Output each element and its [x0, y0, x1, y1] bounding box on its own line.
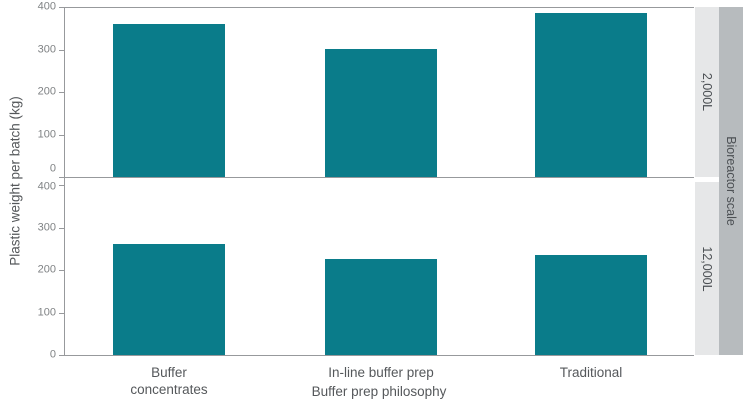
y-tick-label: 300 — [37, 221, 56, 233]
y-axis-line — [64, 7, 65, 356]
y-tick-label: 200 — [37, 85, 56, 98]
x-axis-line-panel-2 — [64, 355, 694, 356]
facet-strip-12000l: 12,000L — [695, 182, 719, 355]
y-tick-mark — [59, 227, 64, 229]
x-axis-title: Buffer prep philosophy — [311, 384, 447, 399]
y-tick-mark — [59, 49, 64, 51]
y-tick-mark — [59, 134, 64, 136]
y-tick-mark — [59, 177, 64, 178]
bar-2,000L-In-line buffer prep — [325, 49, 437, 177]
bar-12,000L-Buffer — [113, 244, 225, 355]
facet-strip-label: 12,000L — [700, 245, 714, 292]
y-tick-label: 100 — [37, 128, 56, 140]
y-tick-label: 200 — [37, 263, 56, 276]
panel-top-border — [64, 7, 694, 8]
y-tick-mark — [59, 185, 64, 186]
y-tick-mark — [59, 7, 64, 8]
x-axis-line-panel-1 — [64, 177, 694, 178]
facet-strip-label: 2,000L — [700, 72, 714, 112]
bar-2,000L-Traditional — [535, 13, 647, 177]
bar-12,000L-Traditional — [535, 255, 647, 355]
y-tick-mark — [59, 92, 64, 93]
x-category-traditional: Traditional — [559, 365, 623, 380]
y-tick-mark — [59, 312, 64, 314]
bar-12,000L-In-line buffer prep — [325, 259, 437, 355]
y-tick-label: 0 — [49, 162, 56, 175]
y-tick-label: 400 — [37, 180, 56, 193]
y-tick-mark — [59, 270, 64, 271]
x-category-buffer-concentrates: Buffer concentrates — [130, 365, 208, 397]
facet-title-label: Bioreactor scale — [724, 136, 738, 226]
y-tick-mark — [59, 355, 64, 356]
facet-title-strip: Bioreactor scale — [719, 7, 743, 355]
x-category-inline-buffer-prep: In-line buffer prep — [328, 365, 434, 380]
y-tick-label: 100 — [37, 306, 56, 318]
y-tick-label: 0 — [49, 348, 56, 361]
y-tick-label: 300 — [37, 43, 56, 55]
bar-2,000L-Buffer — [113, 24, 225, 177]
y-tick-label: 400 — [37, 0, 56, 13]
facet-strip-2000l: 2,000L — [695, 7, 719, 177]
